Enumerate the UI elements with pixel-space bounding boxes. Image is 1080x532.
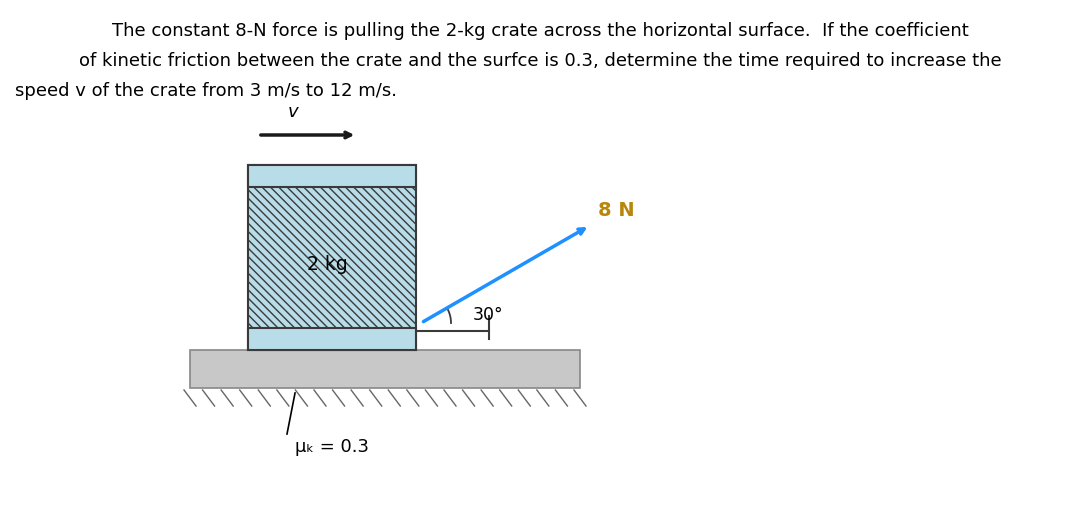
Text: speed v of the crate from 3 m/s to 12 m/s.: speed v of the crate from 3 m/s to 12 m/… [15,82,397,100]
Text: v: v [287,103,298,121]
Bar [248,328,416,350]
Text: μₖ = 0.3: μₖ = 0.3 [295,438,369,456]
Bar [248,165,416,187]
Text: of kinetic friction between the crate and the surfce is 0.3, determine the time : of kinetic friction between the crate an… [79,52,1001,70]
Text: 2 kg: 2 kg [307,255,348,275]
Bar [248,165,416,350]
Text: 8 N: 8 N [598,202,634,220]
Bar [190,350,580,388]
Bar [248,165,416,350]
Text: The constant 8-N force is pulling the 2-kg crate across the horizontal surface. : The constant 8-N force is pulling the 2-… [111,22,969,40]
Text: 30°: 30° [473,306,503,324]
